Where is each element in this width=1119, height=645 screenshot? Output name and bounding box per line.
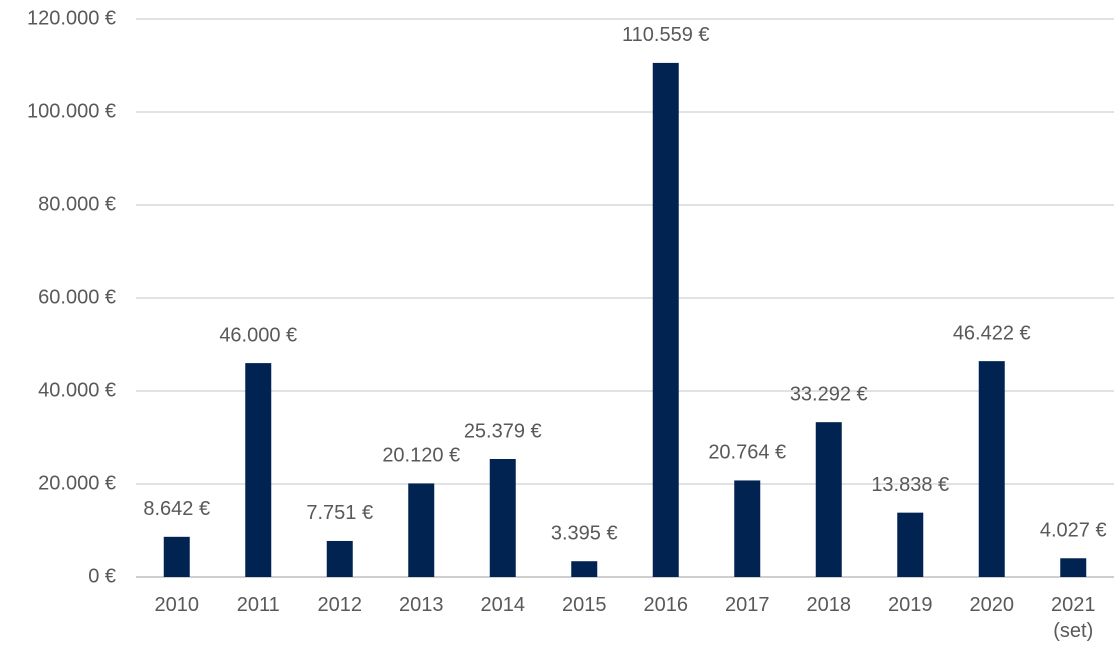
bar — [245, 363, 272, 577]
bar — [163, 536, 190, 577]
y-tick-label: 120.000 € — [27, 7, 116, 29]
bar — [734, 480, 761, 577]
y-tick-label: 20.000 € — [38, 472, 116, 494]
x-tick-label: 2013 — [399, 594, 444, 616]
x-tick-label: 2016 — [643, 594, 689, 616]
x-tick-label: 2017 — [725, 594, 770, 616]
data-label: 25.379 € — [464, 420, 542, 442]
bar — [571, 561, 598, 577]
x-tick-label: 2020 — [969, 594, 1015, 616]
bar — [408, 483, 435, 577]
bar — [652, 62, 679, 578]
bar — [1060, 558, 1087, 577]
y-tick-label: 0 € — [88, 565, 116, 587]
x-tick-label: 2012 — [317, 594, 363, 616]
data-label: 46.000 € — [219, 324, 297, 346]
y-tick-label: 40.000 € — [38, 379, 116, 401]
data-label: 20.120 € — [382, 445, 460, 467]
data-label: 20.764 € — [708, 442, 786, 464]
data-label: 7.751 € — [306, 502, 373, 524]
bar — [978, 361, 1005, 577]
bar — [489, 458, 516, 577]
data-label: 46.422 € — [953, 322, 1031, 344]
y-tick-label: 60.000 € — [38, 286, 116, 308]
data-label: 13.838 € — [871, 474, 949, 496]
data-label: 4.027 € — [1040, 520, 1107, 542]
bar — [326, 540, 353, 577]
data-label: 3.395 € — [551, 522, 618, 544]
x-tick-label: 2011 — [236, 594, 280, 616]
bar — [897, 512, 924, 577]
x-tick-label: 2019 — [888, 594, 933, 616]
y-tick-label: 100.000 € — [27, 100, 116, 122]
x-tick-label: 2014 — [480, 594, 526, 616]
bar — [815, 422, 842, 577]
x-tick-label: 2018 — [806, 594, 852, 616]
y-tick-label: 80.000 € — [38, 193, 116, 215]
x-tick-label: 2010 — [154, 594, 200, 616]
data-label: 33.292 € — [790, 383, 868, 405]
x-tick-label: 2015 — [562, 594, 607, 616]
data-label: 110.559 € — [622, 24, 710, 46]
data-label: 8.642 € — [143, 498, 210, 520]
x-tick-label: 2021 (set) — [1051, 594, 1096, 642]
